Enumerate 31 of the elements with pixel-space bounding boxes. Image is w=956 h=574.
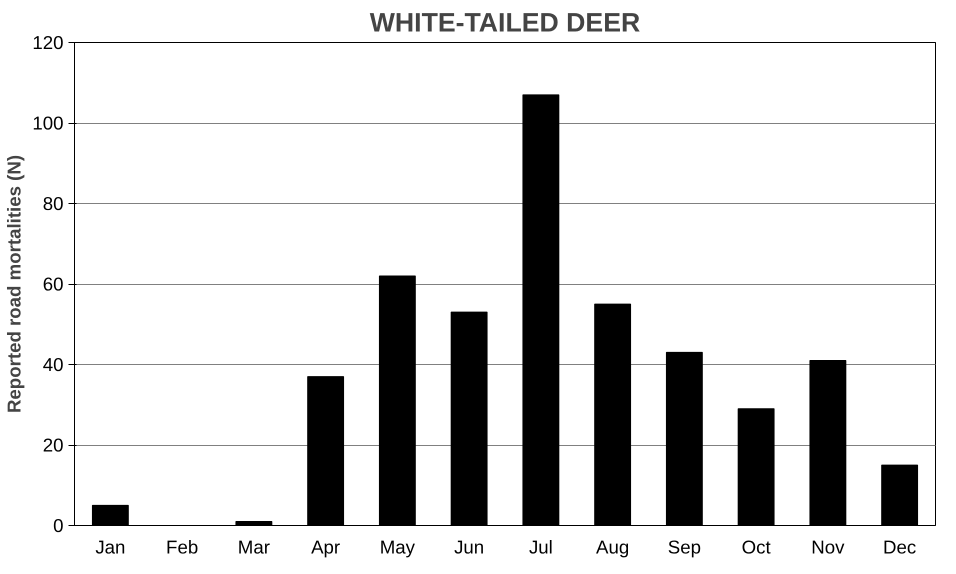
- y-tick-label: 20: [42, 434, 64, 456]
- x-tick-label: Nov: [811, 536, 846, 558]
- y-tick-label: 80: [42, 193, 64, 214]
- x-tick-label: Jun: [454, 536, 484, 558]
- bar: [307, 376, 344, 526]
- bar: [881, 464, 918, 526]
- y-axis-title: Reported road mortalities (N): [3, 154, 24, 414]
- bar: [738, 408, 775, 526]
- y-tick-label: 100: [32, 112, 64, 134]
- x-tick-label: Dec: [883, 536, 916, 558]
- x-tick-label: Aug: [596, 536, 630, 558]
- x-tick-label: Oct: [742, 536, 772, 558]
- y-tick-label: 120: [32, 32, 64, 53]
- x-tick-label: Sep: [668, 536, 701, 558]
- bar: [450, 312, 488, 526]
- x-tick-label: May: [380, 536, 416, 558]
- chart-title: WHITE-TAILED DEER: [370, 8, 640, 38]
- x-tick-label: Feb: [166, 536, 198, 558]
- bar: [594, 304, 632, 526]
- bar: [522, 94, 560, 526]
- x-tick-label: Mar: [238, 536, 270, 558]
- bar: [666, 352, 703, 526]
- x-tick-label: Apr: [311, 536, 340, 558]
- bar: [378, 275, 416, 526]
- y-tick-label: 0: [53, 515, 64, 536]
- x-tick-label: Jan: [95, 536, 126, 558]
- bar: [92, 504, 129, 526]
- bar: [809, 360, 846, 526]
- y-tick-label: 40: [42, 354, 64, 375]
- x-tick-label: Jul: [528, 536, 553, 558]
- y-tick-label: 60: [42, 274, 64, 294]
